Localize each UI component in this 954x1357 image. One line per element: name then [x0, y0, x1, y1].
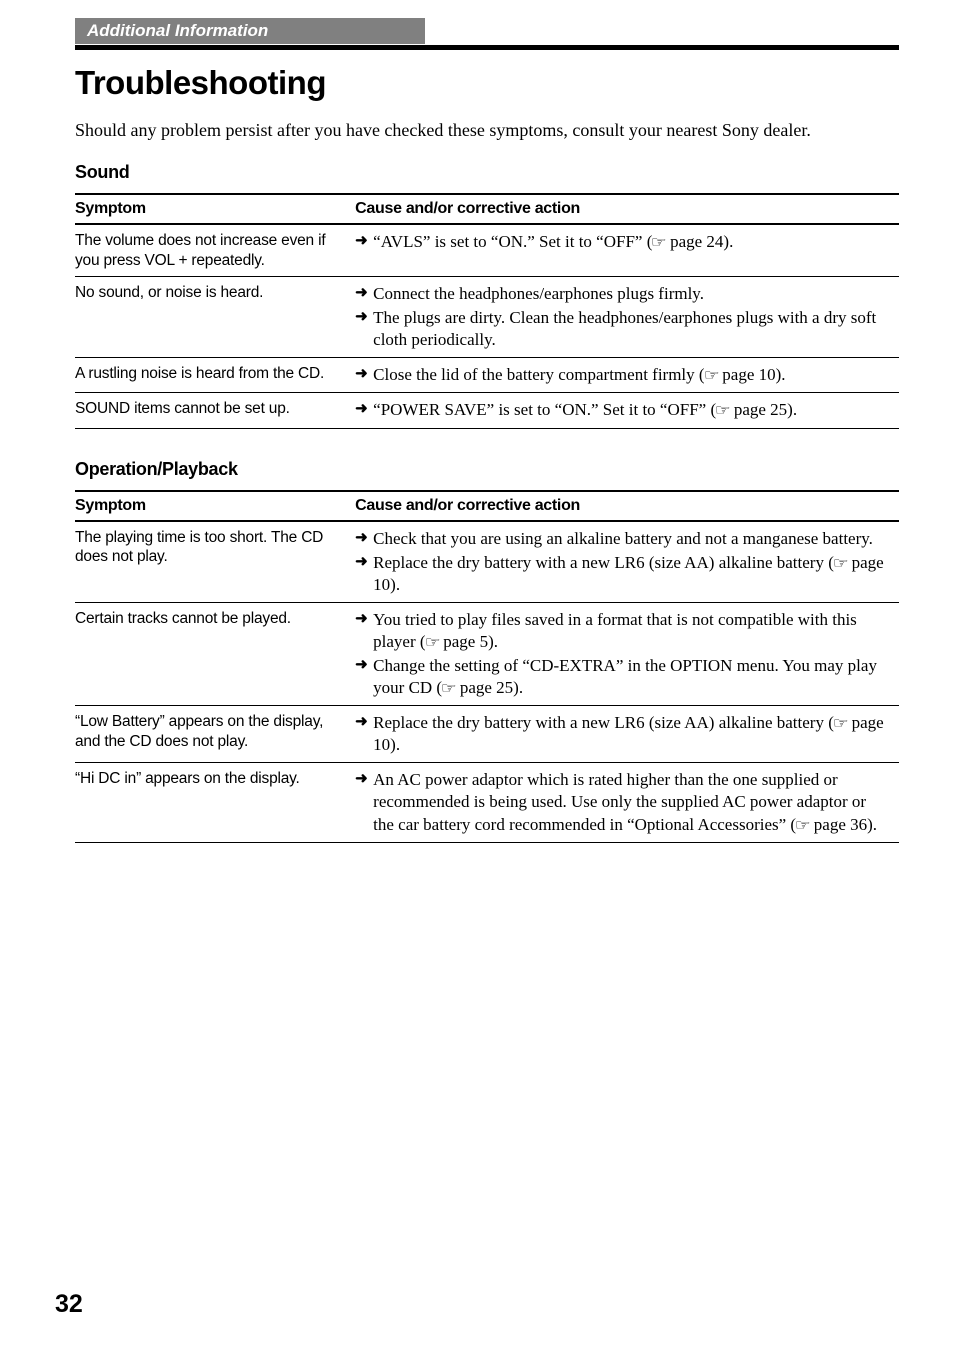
- action-text: Replace the dry battery with a new LR6 (…: [373, 552, 889, 596]
- symptom-cell: No sound, or noise is heard.: [75, 277, 355, 358]
- page-ref-icon: ☞: [651, 233, 667, 253]
- table-row: “Hi DC in” appears on the display.➜An AC…: [75, 763, 899, 842]
- action-cell: ➜Replace the dry battery with a new LR6 …: [355, 706, 899, 763]
- column-header-symptom: Symptom: [75, 491, 355, 521]
- page-ref-icon: ☞: [833, 714, 849, 734]
- arrow-icon: ➜: [355, 364, 373, 384]
- action-text: Replace the dry battery with a new LR6 (…: [373, 712, 889, 756]
- column-header-action: Cause and/or corrective action: [355, 491, 899, 521]
- action-item: ➜“AVLS” is set to “ON.” Set it to “OFF” …: [355, 231, 889, 253]
- arrow-icon: ➜: [355, 283, 373, 303]
- action-cell: ➜Close the lid of the battery compartmen…: [355, 358, 899, 393]
- action-text: The plugs are dirty. Clean the headphone…: [373, 307, 889, 351]
- table-row: The playing time is too short. The CD do…: [75, 521, 899, 603]
- page-ref-icon: ☞: [833, 554, 849, 574]
- action-item: ➜Check that you are using an alkaline ba…: [355, 528, 889, 550]
- action-text: An AC power adaptor which is rated highe…: [373, 769, 889, 835]
- arrow-icon: ➜: [355, 712, 373, 732]
- thick-rule: [75, 45, 899, 50]
- table-row: A rustling noise is heard from the CD.➜C…: [75, 358, 899, 393]
- page-ref-icon: ☞: [715, 401, 731, 421]
- column-header-symptom: Symptom: [75, 194, 355, 224]
- action-item: ➜“POWER SAVE” is set to “ON.” Set it to …: [355, 399, 889, 421]
- symptom-cell: “Hi DC in” appears on the display.: [75, 763, 355, 842]
- page-ref-icon: ☞: [441, 679, 457, 699]
- action-text: “POWER SAVE” is set to “ON.” Set it to “…: [373, 399, 889, 421]
- section-header-text: Additional Information: [87, 21, 268, 41]
- symptom-cell: “Low Battery” appears on the display, an…: [75, 706, 355, 763]
- symptom-cell: Certain tracks cannot be played.: [75, 602, 355, 705]
- action-cell: ➜Connect the headphones/earphones plugs …: [355, 277, 899, 358]
- action-text: Connect the headphones/earphones plugs f…: [373, 283, 889, 305]
- intro-paragraph: Should any problem persist after you hav…: [75, 118, 899, 142]
- arrow-icon: ➜: [355, 307, 373, 327]
- action-text: Change the setting of “CD-EXTRA” in the …: [373, 655, 889, 699]
- symptom-cell: A rustling noise is heard from the CD.: [75, 358, 355, 393]
- action-item: ➜You tried to play files saved in a form…: [355, 609, 889, 653]
- page-ref-icon: ☞: [795, 816, 811, 836]
- table-row: SOUND items cannot be set up.➜“POWER SAV…: [75, 393, 899, 428]
- action-item: ➜Connect the headphones/earphones plugs …: [355, 283, 889, 305]
- column-header-action: Cause and/or corrective action: [355, 194, 899, 224]
- action-cell: ➜“AVLS” is set to “ON.” Set it to “OFF” …: [355, 224, 899, 276]
- arrow-icon: ➜: [355, 231, 373, 251]
- page-title: Troubleshooting: [75, 64, 899, 102]
- arrow-icon: ➜: [355, 552, 373, 572]
- table-row: No sound, or noise is heard.➜Connect the…: [75, 277, 899, 358]
- arrow-icon: ➜: [355, 655, 373, 675]
- table-row: Certain tracks cannot be played.➜You tri…: [75, 602, 899, 705]
- symptom-cell: The volume does not increase even if you…: [75, 224, 355, 276]
- troubleshooting-table: SymptomCause and/or corrective actionThe…: [75, 193, 899, 428]
- action-cell: ➜You tried to play files saved in a form…: [355, 602, 899, 705]
- action-item: ➜Replace the dry battery with a new LR6 …: [355, 552, 889, 596]
- arrow-icon: ➜: [355, 528, 373, 548]
- arrow-icon: ➜: [355, 399, 373, 419]
- symptom-cell: SOUND items cannot be set up.: [75, 393, 355, 428]
- action-item: ➜Change the setting of “CD-EXTRA” in the…: [355, 655, 889, 699]
- page-ref-icon: ☞: [424, 633, 440, 653]
- table-section-heading: Operation/Playback: [75, 459, 899, 480]
- action-item: ➜Replace the dry battery with a new LR6 …: [355, 712, 889, 756]
- arrow-icon: ➜: [355, 769, 373, 789]
- action-text: You tried to play files saved in a forma…: [373, 609, 889, 653]
- table-section-heading: Sound: [75, 162, 899, 183]
- action-text: Check that you are using an alkaline bat…: [373, 528, 889, 550]
- action-item: ➜An AC power adaptor which is rated high…: [355, 769, 889, 835]
- action-cell: ➜An AC power adaptor which is rated high…: [355, 763, 899, 842]
- action-item: ➜Close the lid of the battery compartmen…: [355, 364, 889, 386]
- page-number: 32: [55, 1290, 83, 1319]
- table-row: The volume does not increase even if you…: [75, 224, 899, 276]
- table-row: “Low Battery” appears on the display, an…: [75, 706, 899, 763]
- section-header-bar: Additional Information: [75, 18, 425, 44]
- action-cell: ➜Check that you are using an alkaline ba…: [355, 521, 899, 603]
- symptom-cell: The playing time is too short. The CD do…: [75, 521, 355, 603]
- action-text: Close the lid of the battery compartment…: [373, 364, 889, 386]
- arrow-icon: ➜: [355, 609, 373, 629]
- troubleshooting-table: SymptomCause and/or corrective actionThe…: [75, 490, 899, 843]
- action-cell: ➜“POWER SAVE” is set to “ON.” Set it to …: [355, 393, 899, 428]
- action-item: ➜The plugs are dirty. Clean the headphon…: [355, 307, 889, 351]
- action-text: “AVLS” is set to “ON.” Set it to “OFF” (…: [373, 231, 889, 253]
- page-ref-icon: ☞: [703, 366, 719, 386]
